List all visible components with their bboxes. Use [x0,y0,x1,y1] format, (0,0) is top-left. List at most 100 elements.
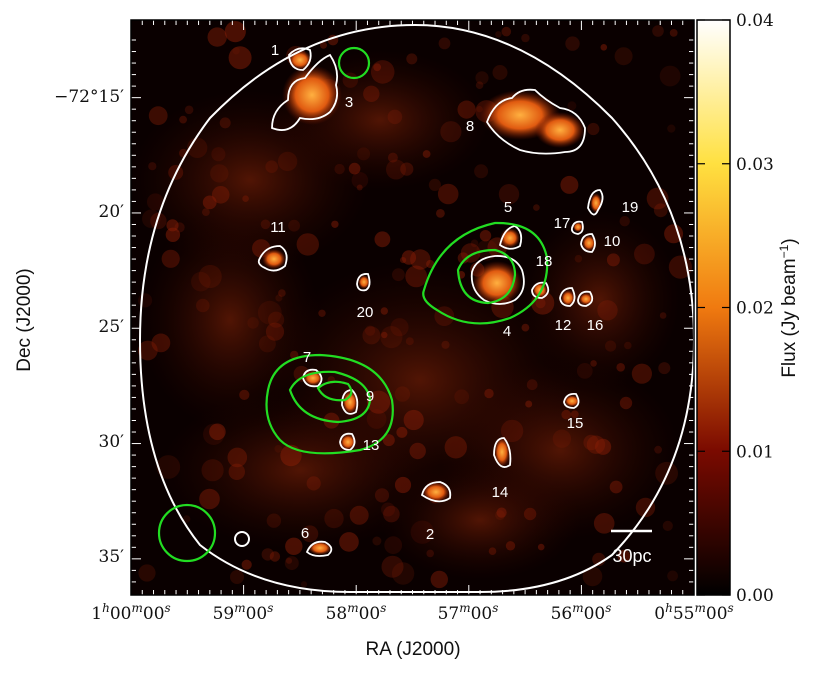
emission-speck [383,505,400,523]
emission-speck [567,101,577,111]
region-17-emission [573,222,583,232]
emission-speck [560,175,579,194]
region-12-emission [561,290,575,306]
emission-speck [241,559,252,570]
region-1-contour [288,47,312,71]
emission-speck [590,360,597,367]
emission-speck [211,147,226,162]
emission-speck [382,434,395,447]
emission-speck [224,21,246,43]
emission-speck [525,400,533,408]
emission-speck [324,508,344,529]
region-label-3: 3 [345,94,353,111]
region-17-contour [570,220,584,235]
emission-speck [593,513,615,534]
emission-speck [475,71,489,85]
emission-speck [209,423,226,441]
colorbar-tick-label: 0.01 [736,442,774,462]
emission-speck [278,289,286,297]
region-label-9: 9 [366,388,374,405]
emission-speck [403,409,424,431]
scale-bar-label: 30pc [612,546,651,566]
region-11-emission [262,249,286,269]
emission-speck [392,268,405,282]
y-tick-label: 20′ [99,202,125,222]
emission-speck [396,426,408,438]
emission-speck [285,537,303,555]
beam-markers [157,503,250,563]
emission-speck [597,300,618,321]
region-label-8: 8 [466,118,474,135]
emission-speck [146,193,164,211]
emission-speck [227,447,248,468]
emission-speck [428,178,441,191]
colorbar-tick-label: 0.03 [736,155,774,175]
emission-speck [349,505,369,525]
region-13-contour [339,432,356,451]
emission-speck [410,249,431,270]
beam-large [157,503,217,563]
region-10-contour [580,233,596,253]
emission-haze [380,460,580,580]
region-label-10: 10 [604,233,621,250]
emission-speck [183,515,191,523]
region-8-emission [535,112,585,148]
scale-bar: 30pc [611,529,652,566]
emission-speck [356,184,363,191]
emission-speck [199,488,220,510]
emission-speck [201,459,224,482]
emission-speck [624,341,632,350]
emission-speck [422,150,431,158]
emission-speck [277,151,298,172]
emission-speck [138,293,153,308]
emission-speck [400,162,414,176]
emission-speck [488,547,497,555]
emission-speck [667,570,678,582]
emission-speck [635,497,656,518]
region-2-contour [420,481,452,503]
emission-speck [484,388,494,399]
emission-haze [520,210,680,390]
x-tick-label: 57m00s [438,601,499,624]
emission-speck [269,551,281,562]
emission-speck [230,570,244,584]
emission-speck [381,502,395,517]
region-label-14: 14 [492,484,509,501]
emission-speck [228,46,252,70]
emission-speck [290,350,299,360]
emission-speck [260,219,271,230]
emission-speck [339,532,359,552]
emission-speck [653,203,668,218]
emission-speck [166,219,179,232]
emission-speck [582,566,603,587]
emission-speck [570,410,579,419]
emission-speck [619,216,630,227]
emission-speck [475,81,484,89]
emission-speck [441,340,450,349]
region-label-18: 18 [536,253,553,270]
emission-speck [268,311,285,328]
emission-speck [394,386,411,402]
region-14-emission [494,437,510,467]
emission-speck [394,476,412,494]
emission-speck [372,536,382,546]
emission-speck [357,147,371,161]
green-circle-top [337,46,371,80]
region-label-1: 1 [271,42,279,59]
region-label-15: 15 [567,415,584,432]
emission-speck [258,335,276,353]
emission-speck [390,318,409,337]
colorbar: 0.00 0.01 0.02 0.03 0.04 Flux (Jy beam−1) [696,11,800,606]
green-contour-inner-b [316,380,353,402]
x-tick-label: 59m00s [213,601,274,624]
region-label-7: 7 [303,349,311,366]
minor-ticks [130,20,695,595]
emission-speck [384,536,403,555]
region-4-contour [531,281,550,299]
emission-speck [198,264,222,289]
emission-speck [454,389,470,405]
emission-speck [274,444,283,453]
emission-speck [495,510,506,521]
region-16-emission [579,293,593,305]
emission-speck [495,31,502,38]
